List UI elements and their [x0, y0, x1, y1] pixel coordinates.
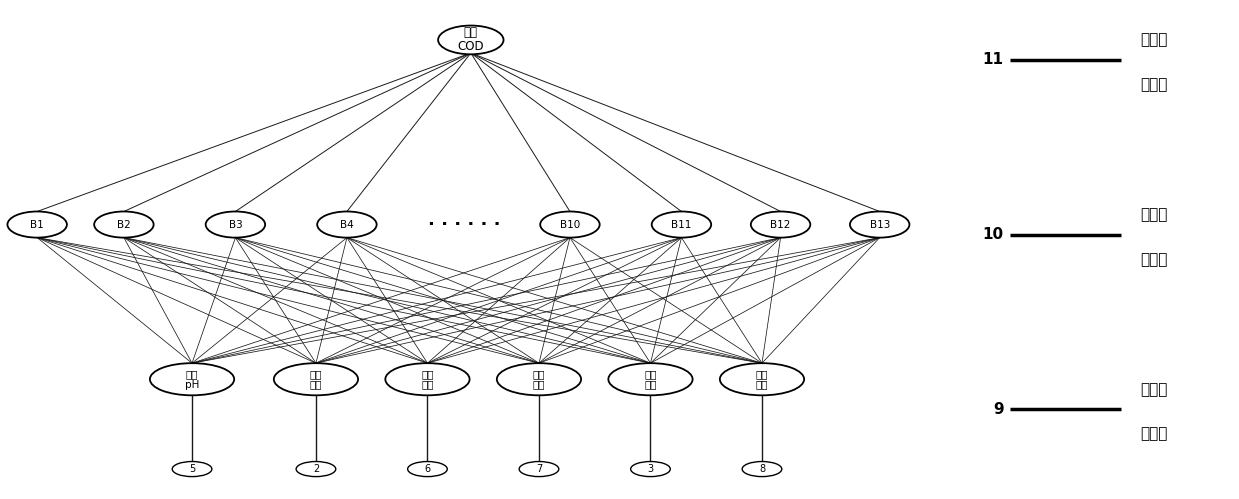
Text: 输出层: 输出层	[1140, 32, 1167, 47]
Text: B12: B12	[771, 220, 790, 230]
Text: B13: B13	[870, 220, 890, 230]
Text: 出水
浊度: 出水 浊度	[533, 369, 545, 390]
Text: 进水
电导: 进水 电导	[310, 369, 322, 390]
Text: 10: 10	[983, 227, 1004, 242]
Text: 进水
氨氮: 进水 氨氮	[644, 369, 657, 390]
Text: 出水
氨氮: 出水 氨氮	[756, 369, 768, 390]
Text: 神经元: 神经元	[1140, 427, 1167, 442]
Ellipse shape	[7, 212, 67, 238]
Text: 2: 2	[312, 464, 320, 474]
Text: 8: 8	[760, 464, 764, 474]
Ellipse shape	[742, 462, 782, 477]
Ellipse shape	[296, 462, 336, 477]
Ellipse shape	[751, 212, 810, 238]
Ellipse shape	[439, 25, 503, 54]
Text: 7: 7	[535, 464, 543, 474]
Text: 6: 6	[425, 464, 430, 474]
Text: B4: B4	[339, 220, 354, 230]
Ellipse shape	[206, 212, 265, 238]
Text: 11: 11	[983, 52, 1004, 67]
Ellipse shape	[631, 462, 670, 477]
Ellipse shape	[150, 363, 234, 395]
Text: B11: B11	[672, 220, 691, 230]
Ellipse shape	[540, 212, 600, 238]
Ellipse shape	[385, 363, 470, 395]
Text: 出水
电导: 出水 电导	[421, 369, 434, 390]
Ellipse shape	[317, 212, 377, 238]
Text: 输入层: 输入层	[1140, 382, 1167, 397]
Ellipse shape	[172, 462, 212, 477]
Text: 隐藏层: 隐藏层	[1140, 207, 1167, 222]
Ellipse shape	[720, 363, 804, 395]
Text: B2: B2	[116, 220, 131, 230]
Text: 出水
pH: 出水 pH	[185, 369, 199, 390]
Ellipse shape	[274, 363, 358, 395]
Text: · · · · · ·: · · · · · ·	[429, 216, 501, 234]
Ellipse shape	[497, 363, 581, 395]
Ellipse shape	[519, 462, 559, 477]
Ellipse shape	[850, 212, 909, 238]
Ellipse shape	[652, 212, 711, 238]
Text: 神经元: 神经元	[1140, 252, 1167, 267]
Ellipse shape	[408, 462, 447, 477]
Ellipse shape	[94, 212, 154, 238]
Text: 5: 5	[188, 464, 196, 474]
Ellipse shape	[608, 363, 693, 395]
Text: B3: B3	[228, 220, 243, 230]
Text: 出水
COD: 出水 COD	[457, 26, 484, 53]
Text: B10: B10	[560, 220, 580, 230]
Text: B1: B1	[30, 220, 45, 230]
Text: 9: 9	[992, 402, 1004, 417]
Text: 神经元: 神经元	[1140, 77, 1167, 92]
Text: 3: 3	[648, 464, 653, 474]
